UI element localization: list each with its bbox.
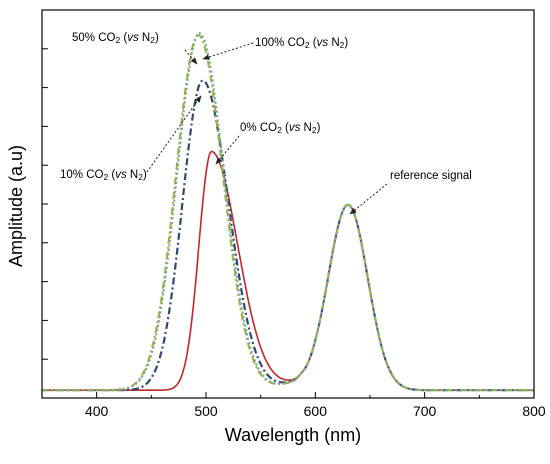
annotation-a50: 50% CO2 (vs N2): [72, 32, 159, 45]
series-line-co2-100: [42, 32, 534, 392]
x-tick-labels: 400 500 600 700 800: [85, 403, 546, 419]
y-axis-label: Amplitude (a.u): [6, 145, 26, 267]
annotation-arrow-a100: [202, 42, 254, 60]
x-tick-label-700: 700: [413, 403, 437, 419]
x-tick-label-600: 600: [304, 403, 328, 419]
plot-frame: [41, 9, 535, 399]
annotation-a10: 10% CO2 (vs N2): [60, 169, 147, 182]
annotation-a100: 100% CO2 (vs N2): [255, 37, 348, 50]
x-tick-label-400: 400: [85, 403, 109, 419]
x-tick-label-500: 500: [194, 403, 218, 419]
series-line-co2-0: [42, 150, 534, 391]
x-tick-label-800: 800: [522, 403, 546, 419]
annotation-aref: reference signal: [390, 170, 472, 182]
series-line-co2-50: [42, 34, 534, 392]
annotation-arrow-a50: [184, 49, 198, 65]
x-axis-label: Wavelength (nm): [225, 425, 361, 445]
annotation-arrow-aref: [349, 183, 388, 215]
ticks-layer: [41, 48, 535, 398]
series-layer: [42, 32, 534, 392]
annotation-arrow-a10: [146, 95, 202, 173]
annotation-a0: 0% CO2 (vs N2): [240, 122, 321, 135]
annotations-layer: 50% CO2 (vs N2) 100% CO2 (vs N2) 0% CO2 (v…: [60, 32, 472, 215]
